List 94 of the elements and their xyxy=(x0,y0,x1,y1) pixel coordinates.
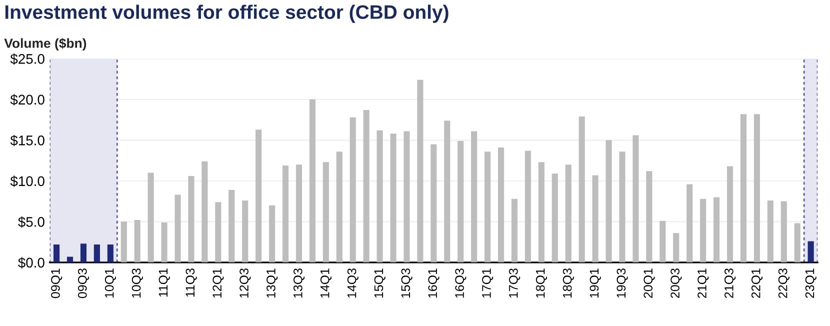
x-tick-label: 11Q3 xyxy=(186,268,197,297)
bar xyxy=(552,174,558,262)
chart-title: Investment volumes for office sector (CBD only) xyxy=(5,4,448,23)
bar xyxy=(430,144,437,262)
bar xyxy=(619,152,626,262)
x-tick-label: 13Q3 xyxy=(293,268,305,298)
bar xyxy=(444,120,450,262)
bar xyxy=(228,190,235,262)
bar xyxy=(592,175,598,262)
bar xyxy=(80,244,87,262)
x-tick-label: 13Q1 xyxy=(266,268,278,298)
bar xyxy=(632,135,639,262)
bar xyxy=(94,244,100,262)
y-tick-label: $20.0 xyxy=(10,94,44,106)
x-tick-label: 12Q3 xyxy=(240,268,251,298)
x-tick-label: 19Q1 xyxy=(590,268,601,298)
bar xyxy=(134,220,140,262)
bar xyxy=(484,152,491,262)
x-tick-label: 22Q1 xyxy=(751,268,763,298)
bar xyxy=(754,114,760,262)
bar xyxy=(606,140,612,262)
bar xyxy=(404,131,410,262)
bar xyxy=(578,116,585,262)
bar xyxy=(498,148,504,262)
bar xyxy=(740,114,746,262)
bar xyxy=(686,184,693,262)
bar xyxy=(66,256,74,262)
bar xyxy=(565,164,572,262)
bar xyxy=(390,134,396,262)
bar xyxy=(336,152,342,262)
bar xyxy=(471,131,478,262)
bar xyxy=(363,110,370,262)
x-tick-label: 23Q1 xyxy=(805,268,816,298)
bar xyxy=(256,130,262,262)
x-tick-label: 18Q1 xyxy=(536,268,548,298)
y-tick-label: $25.0 xyxy=(10,53,44,65)
x-tick-label: 14Q3 xyxy=(347,268,358,298)
bar xyxy=(242,200,248,262)
x-tick-label: 12Q1 xyxy=(212,268,224,298)
bar xyxy=(808,241,814,262)
bar xyxy=(188,176,194,262)
bar xyxy=(673,233,680,262)
bar xyxy=(350,117,356,262)
bar xyxy=(794,223,800,262)
bar xyxy=(538,162,544,262)
x-tick-label: 20Q3 xyxy=(670,268,682,298)
x-tick-label: 15Q3 xyxy=(401,268,412,298)
bar xyxy=(309,99,316,262)
bar xyxy=(215,202,222,262)
bar xyxy=(202,161,208,262)
bar xyxy=(714,197,720,262)
bar xyxy=(646,171,652,262)
x-tick-label: 16Q3 xyxy=(455,268,466,298)
bar xyxy=(269,205,276,262)
y-tick-label: $10.0 xyxy=(10,176,44,187)
x-tick-label: 17Q3 xyxy=(508,268,520,298)
bar xyxy=(282,165,289,262)
x-tick-label: 20Q1 xyxy=(644,268,655,298)
bar xyxy=(174,194,181,262)
bar xyxy=(376,130,383,262)
bar xyxy=(660,220,666,262)
y-tick-label: $15.0 xyxy=(10,134,44,146)
bar xyxy=(780,201,787,262)
x-tick-label: 14Q1 xyxy=(320,268,332,298)
x-tick-label: 21Q1 xyxy=(698,268,709,298)
bar xyxy=(54,244,60,262)
y-tick-label: $0.0 xyxy=(18,257,44,268)
bar xyxy=(524,150,531,262)
bar xyxy=(148,172,154,262)
bar xyxy=(107,244,114,262)
x-tick-label: 19Q3 xyxy=(616,268,628,298)
bar xyxy=(700,198,706,262)
x-tick-label: 10Q3 xyxy=(132,268,143,298)
x-tick-label: 21Q3 xyxy=(724,268,736,298)
bar xyxy=(161,222,168,262)
bar xyxy=(120,222,127,262)
x-tick-label: 09Q1 xyxy=(51,268,62,298)
x-tick-label: 18Q3 xyxy=(562,268,574,298)
y-tick-label: $5.0 xyxy=(18,216,44,228)
x-tick-label: 17Q1 xyxy=(482,268,494,298)
x-tick-label: 22Q3 xyxy=(778,268,790,298)
bar xyxy=(296,164,302,262)
bar xyxy=(726,166,734,262)
bar xyxy=(322,162,329,262)
y-axis-title: Volume ($bn) xyxy=(4,38,86,51)
bar xyxy=(417,80,424,262)
x-tick-label: 11Q1 xyxy=(158,268,170,297)
x-tick-label: 16Q1 xyxy=(428,268,440,298)
x-tick-label: 10Q1 xyxy=(104,268,116,298)
bar xyxy=(767,200,774,262)
bar xyxy=(511,198,518,262)
x-tick-label: 09Q3 xyxy=(78,268,90,298)
x-tick-label: 15Q1 xyxy=(374,268,386,298)
bar xyxy=(458,140,464,262)
